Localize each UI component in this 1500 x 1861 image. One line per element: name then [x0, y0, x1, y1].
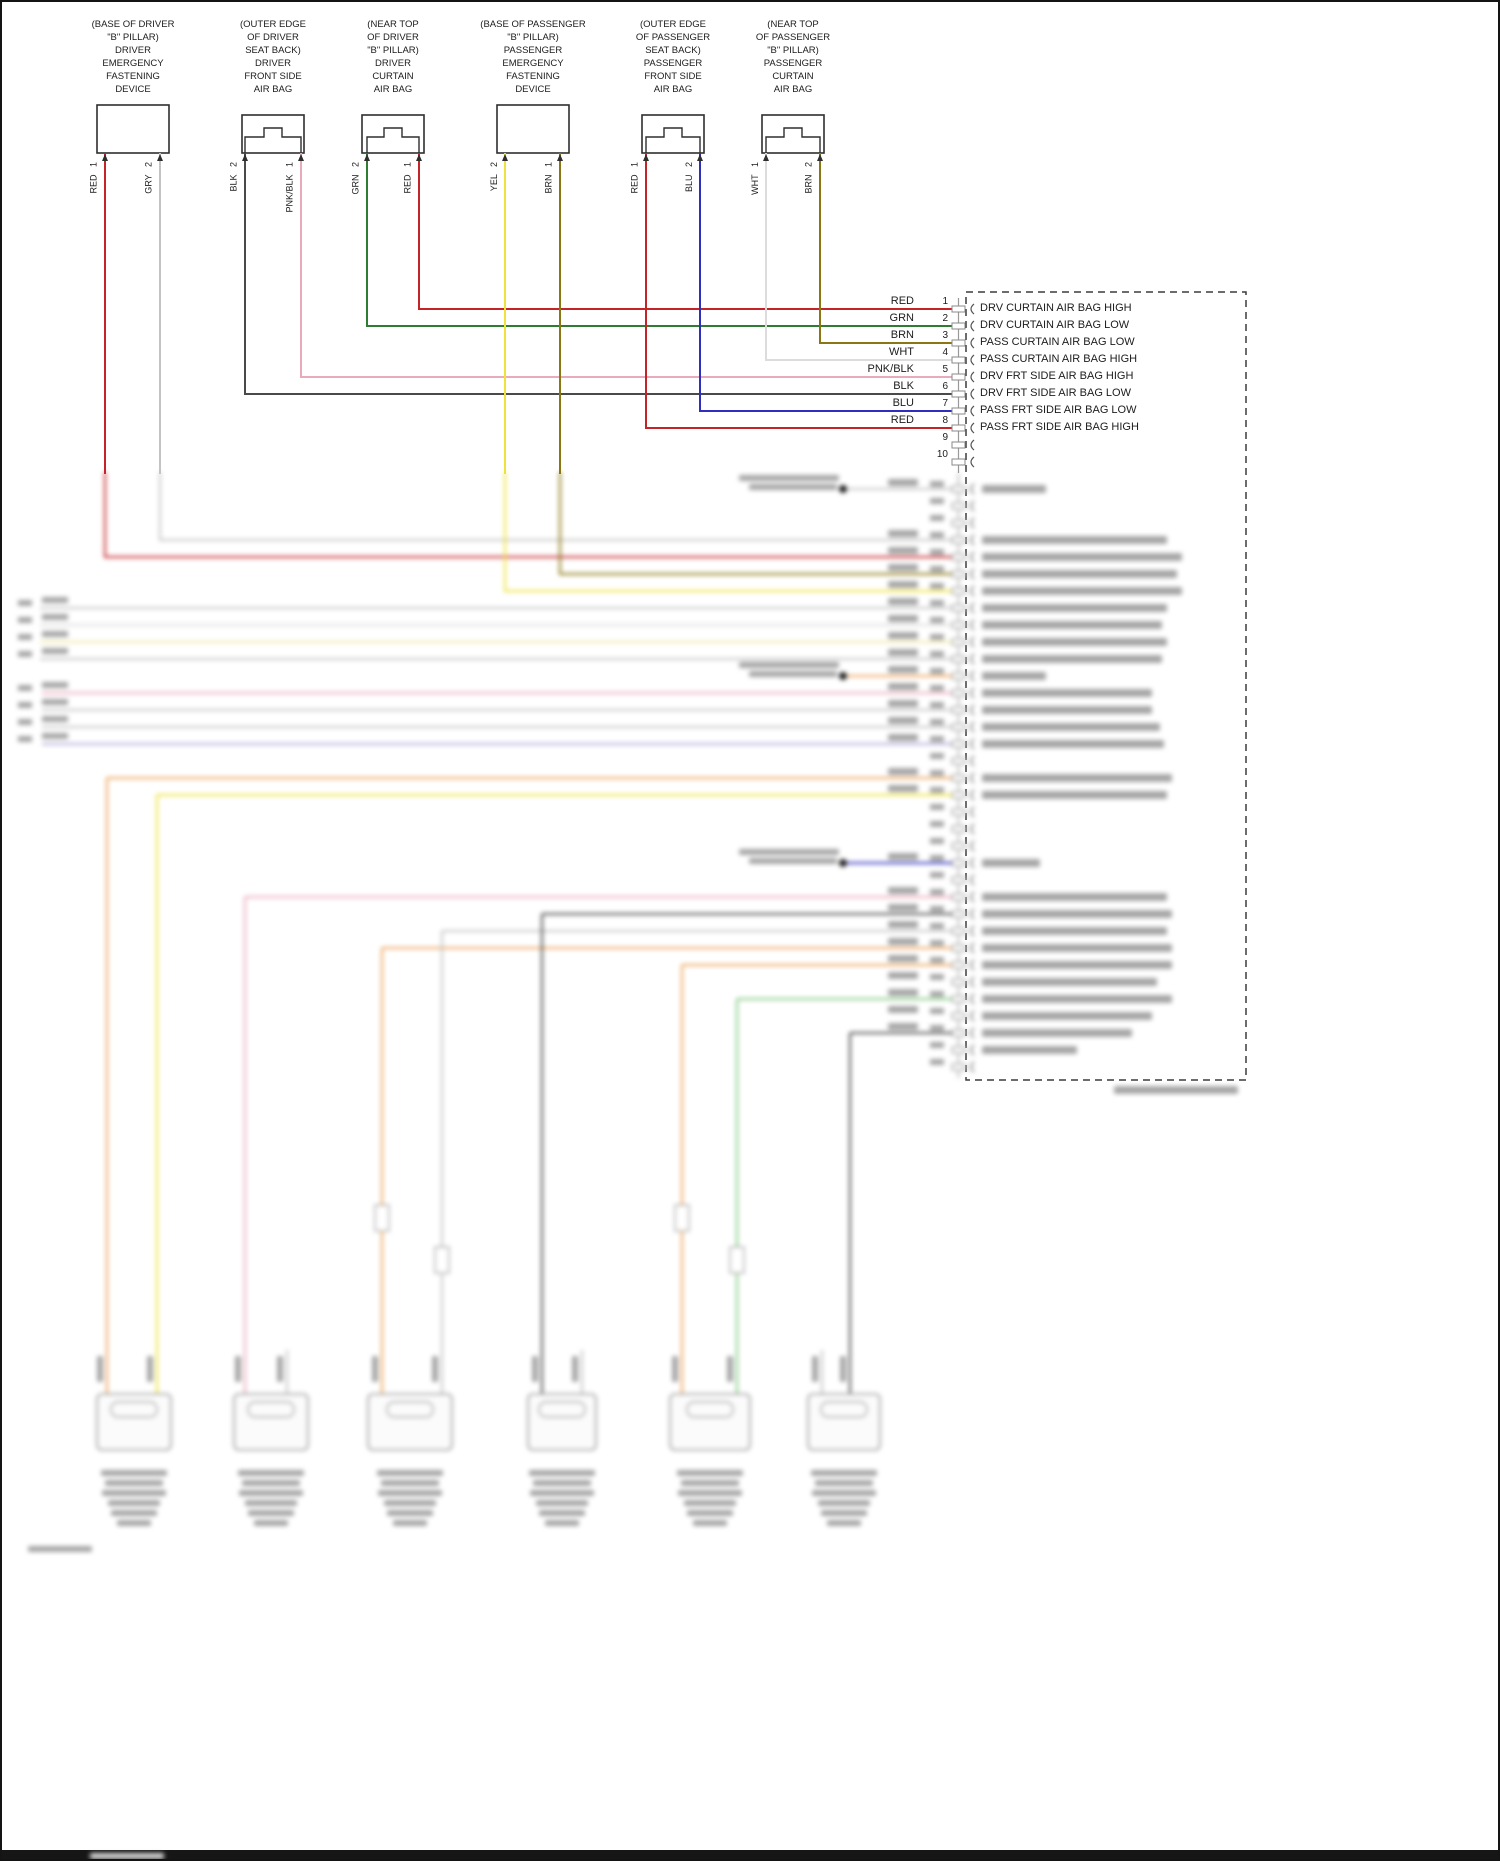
module-pin-function: PASS CURTAIN AIR BAG HIGH [980, 353, 1138, 365]
squib-icon [244, 127, 302, 153]
wire-color-label: RED [890, 295, 914, 307]
pin-number: 3 [942, 330, 948, 341]
pin-label: BRN 1 [544, 162, 554, 194]
pin-number: 5 [942, 364, 948, 375]
module-pin-function: DRV FRT SIDE AIR BAG LOW [980, 387, 1131, 399]
component-box-passenger-curtain-airbag [761, 114, 825, 154]
module-pin-function: DRV CURTAIN AIR BAG HIGH [980, 302, 1132, 314]
component-box-passenger-front-side-airbag [641, 114, 705, 154]
squib-icon [645, 127, 701, 153]
pin-label: YEL 2 [489, 162, 499, 192]
pin-label: GRY 2 [144, 162, 154, 194]
pin-number: 2 [942, 313, 948, 324]
wire-color-label: GRN [889, 312, 914, 324]
sharp-linework [2, 104, 1498, 1859]
wire-color-label: WHT [888, 346, 914, 358]
pin-label: PNK/BLK 1 [285, 162, 295, 213]
component-box-driver-front-side-airbag [241, 114, 305, 154]
module-pin-function: PASS FRT SIDE AIR BAG HIGH [980, 421, 1139, 433]
pin-label: WHT 1 [750, 162, 760, 195]
wire-pass-curtain-high [765, 153, 952, 361]
pin-label: RED 1 [630, 162, 640, 194]
module-pin-function: PASS FRT SIDE AIR BAG LOW [980, 404, 1137, 416]
wire-drv-curtain-high [418, 153, 952, 310]
wire-drv-frt-side-low [244, 153, 952, 395]
pin-label: GRN 2 [351, 162, 361, 195]
component-label: (BASE OF DRIVER "B" PILLAR) DRIVER EMERG… [91, 19, 175, 95]
squib-icon [366, 127, 420, 153]
component-label: (BASE OF PASSENGER "B" PILLAR) PASSENGER… [480, 19, 586, 95]
wire-pass-frt-side-low [699, 153, 952, 412]
pin-number: 10 [936, 449, 948, 460]
pin-number: 8 [942, 415, 948, 426]
wire-color-label: BLU [892, 397, 914, 409]
component-label: (OUTER EDGE OF DRIVER SEAT BACK) DRIVER … [240, 19, 306, 95]
component-box-driver-efd [96, 104, 170, 154]
module-pin-function: DRV CURTAIN AIR BAG LOW [980, 319, 1130, 331]
pin-label: RED 1 [403, 162, 413, 194]
wire-pass-frt-side-high [645, 153, 952, 429]
wire-pass-curtain-low [819, 153, 952, 344]
module-pin-function: PASS CURTAIN AIR BAG LOW [980, 336, 1135, 348]
wire-color-label: RED [890, 414, 914, 426]
pin-label: RED 1 [89, 162, 99, 194]
control-module-outline [965, 291, 1247, 1081]
pin-number: 9 [942, 432, 948, 443]
blurred-region [18, 472, 1238, 1859]
component-label: (NEAR TOP OF DRIVER "B" PILLAR) DRIVER C… [367, 19, 419, 95]
pin-label: BRN 2 [804, 162, 814, 194]
wire-drv-curtain-low [366, 153, 952, 327]
pin-label: BLK 2 [229, 162, 239, 192]
page-bottom-bar [2, 1850, 1498, 1859]
wire-color-label: BLK [893, 380, 914, 392]
component-label: (NEAR TOP OF PASSENGER "B" PILLAR) PASSE… [755, 19, 831, 95]
wire-color-label: PNK/BLK [867, 363, 914, 375]
pin-number: 1 [942, 296, 948, 307]
component-box-passenger-efd [496, 104, 570, 154]
component-label: (OUTER EDGE OF PASSENGER SEAT BACK) PASS… [635, 19, 711, 95]
component-box-driver-curtain-airbag [361, 114, 425, 154]
pin-number: 7 [942, 398, 948, 409]
module-pin-function: DRV FRT SIDE AIR BAG HIGH [980, 370, 1134, 382]
pin-number: 4 [942, 347, 948, 358]
pin-label: BLU 2 [684, 162, 694, 193]
wire-color-label: BRN [890, 329, 914, 341]
squib-icon [765, 127, 821, 153]
pin-number: 6 [942, 381, 948, 392]
wire-drv-frt-side-high [300, 153, 952, 378]
